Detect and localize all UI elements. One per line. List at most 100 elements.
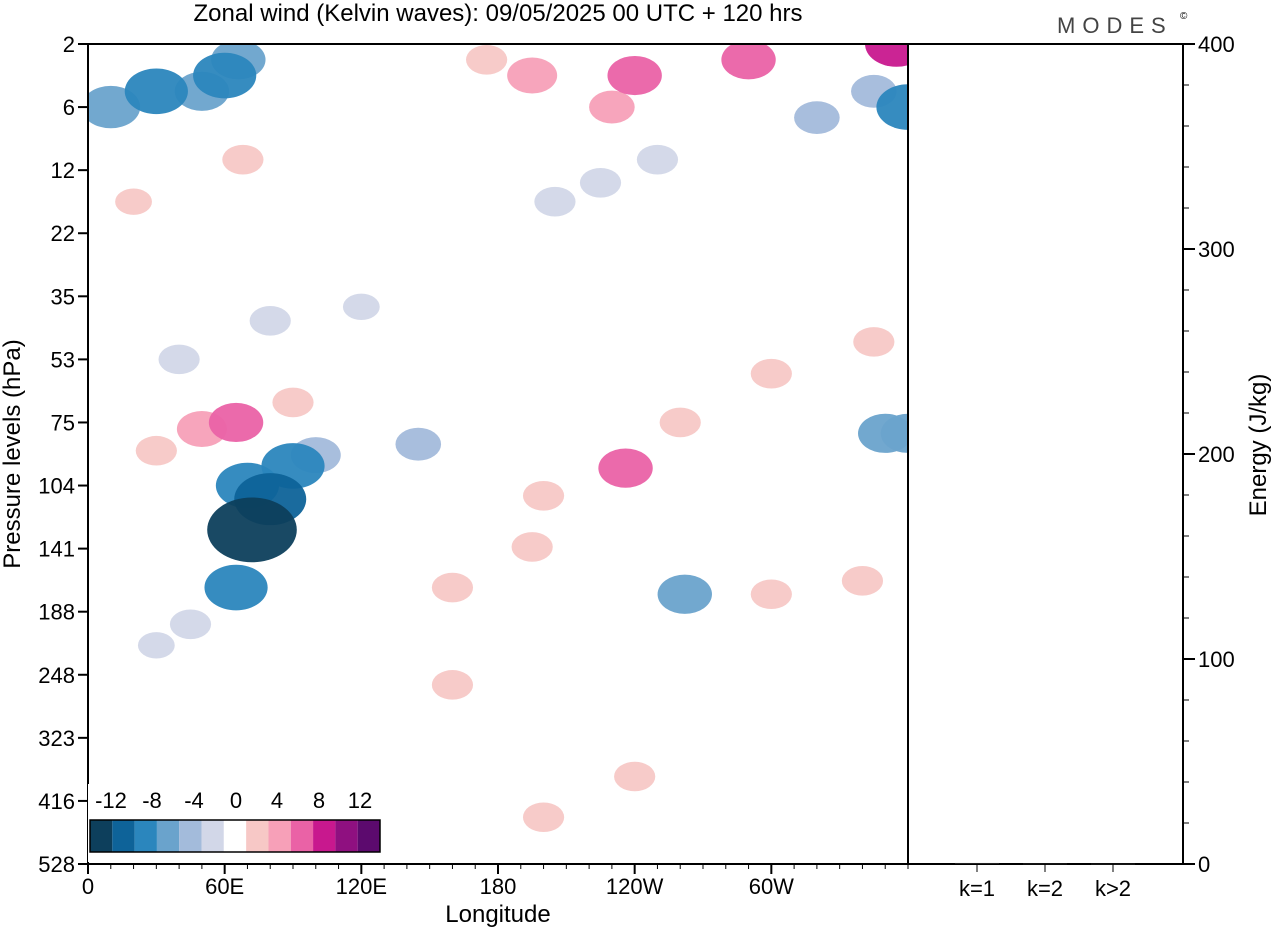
energy-bar xyxy=(955,862,999,864)
x-tick-label: 60E xyxy=(205,874,244,899)
colorbar-swatch xyxy=(335,820,358,852)
y-tick-label: 53 xyxy=(51,347,75,372)
colorbar-tick-label: -8 xyxy=(142,788,162,813)
y-axis: 2 6 12 22 35 53 75 104 141 188 248 323 416 528 xyxy=(38,32,88,877)
wind-anomaly-cell xyxy=(876,84,908,130)
wind-anomaly-cell xyxy=(750,358,792,389)
colorbar-swatch xyxy=(112,820,135,852)
wind-anomaly-cell xyxy=(124,68,188,115)
wind-anomaly-cell xyxy=(272,387,314,418)
wind-anomaly-cell xyxy=(865,44,908,67)
colorbar-frame xyxy=(89,819,381,853)
energy-tick-label: 100 xyxy=(1198,647,1235,672)
y-tick-label: 528 xyxy=(38,852,75,877)
wind-anomaly-cell xyxy=(579,167,622,198)
energy-bar xyxy=(1023,863,1067,865)
wind-anomaly-cell xyxy=(880,413,908,453)
wind-anomaly-cell xyxy=(657,574,712,614)
colorbar-swatch xyxy=(246,820,269,852)
colorbar-tick-label: 4 xyxy=(271,788,283,813)
energy-y-axis: 0 100 200 300 400 xyxy=(1183,32,1235,877)
x-axis: 0 60E 120E 180 120W 60W xyxy=(82,864,909,899)
y-tick-label: 188 xyxy=(38,600,75,625)
colorbar: -12 -8 -4 0 4 8 12 xyxy=(88,784,388,862)
energy-x-axis: k=1 k=2 k>2 xyxy=(959,864,1131,901)
colorbar-swatch xyxy=(223,820,247,852)
wind-anomaly-cell xyxy=(589,90,635,124)
wind-anomaly-cell xyxy=(507,57,558,94)
energy-category-label: k=2 xyxy=(1027,876,1063,901)
wind-anomaly-cell xyxy=(522,480,565,511)
x-tick-label: 180 xyxy=(480,874,517,899)
colorbar-swatch xyxy=(90,820,113,852)
wind-anomaly-cell xyxy=(158,344,200,375)
colorbar-tick-label: -4 xyxy=(184,788,204,813)
wind-anomaly-cell xyxy=(794,101,840,134)
y-tick-label: 248 xyxy=(38,663,75,688)
wind-anomaly-cell xyxy=(511,532,553,562)
chart-title: Zonal wind (Kelvin waves): 09/05/2025 00… xyxy=(194,0,803,27)
heatmap-frame xyxy=(87,43,909,865)
modes-brand: MODES xyxy=(1057,13,1173,38)
colorbar-swatch xyxy=(268,820,291,852)
colorbar-swatch xyxy=(357,820,380,852)
wind-anomaly-cell xyxy=(636,144,679,175)
wind-anomaly-cell xyxy=(342,293,380,321)
wind-anomaly-cell xyxy=(222,144,264,175)
wind-anomaly-cell xyxy=(208,402,264,443)
zonal-wind-field xyxy=(88,44,908,833)
x-tick-label: 120W xyxy=(606,874,664,899)
y-tick-label: 22 xyxy=(51,221,75,246)
modes-logo: MODES © xyxy=(1057,11,1188,38)
colorbar-swatch xyxy=(201,820,224,852)
y-tick-label: 323 xyxy=(38,726,75,751)
wind-anomaly-cell xyxy=(249,306,291,336)
brand-mark: © xyxy=(1180,11,1188,22)
colorbar-swatch xyxy=(156,820,180,852)
wind-anomaly-cell xyxy=(395,427,442,461)
wind-anomaly-cell xyxy=(466,44,508,75)
y-tick-label: 2 xyxy=(63,32,75,57)
colorbar-tick-label: 8 xyxy=(313,788,325,813)
colorbar-swatch xyxy=(179,820,202,852)
y-tick-label: 104 xyxy=(38,474,75,499)
wind-anomaly-cell xyxy=(721,44,776,80)
wind-anomaly-cell xyxy=(207,497,297,563)
energy-tick-label: 300 xyxy=(1198,237,1235,262)
wind-anomaly-cell xyxy=(115,188,152,215)
x-axis-label: Longitude xyxy=(445,901,550,928)
wind-anomaly-cell xyxy=(522,802,565,833)
wind-anomaly-cell xyxy=(614,761,656,792)
y-tick-label: 6 xyxy=(63,95,75,120)
wind-anomaly-cell xyxy=(534,186,576,217)
wind-anomaly-cell xyxy=(169,609,212,640)
energy-category-label: k>2 xyxy=(1095,876,1131,901)
x-tick-label: 60W xyxy=(749,874,794,899)
energy-panel-frame xyxy=(907,43,1184,865)
energy-category-label: k=1 xyxy=(959,876,995,901)
wind-anomaly-cell xyxy=(193,52,257,99)
wind-anomaly-cell xyxy=(853,327,895,357)
colorbar-swatch xyxy=(313,820,336,852)
wind-anomaly-cell xyxy=(431,670,474,700)
wind-anomaly-cell xyxy=(431,572,474,603)
wind-anomaly-cell xyxy=(607,55,662,96)
energy-tick-label: 400 xyxy=(1198,32,1235,57)
y-tick-label: 75 xyxy=(51,410,75,435)
wind-anomaly-cell xyxy=(841,566,884,596)
wind-anomaly-cell xyxy=(598,448,653,488)
colorbar-swatch xyxy=(290,820,314,852)
y-tick-label: 416 xyxy=(38,789,75,814)
y-axis-label: Pressure levels (hPa) xyxy=(0,339,26,568)
energy-tick-label: 200 xyxy=(1198,442,1235,467)
energy-tick-label: 0 xyxy=(1198,852,1210,877)
wind-anomaly-cell xyxy=(659,407,701,438)
colorbar-tick-label: 12 xyxy=(348,788,372,813)
wind-anomaly-cell xyxy=(750,579,792,610)
wind-anomaly-cell xyxy=(135,435,177,466)
wind-anomaly-cell xyxy=(204,564,268,611)
y-tick-label: 141 xyxy=(38,537,75,562)
y-tick-label: 35 xyxy=(51,284,75,309)
colorbar-tick-label: 0 xyxy=(230,788,242,813)
